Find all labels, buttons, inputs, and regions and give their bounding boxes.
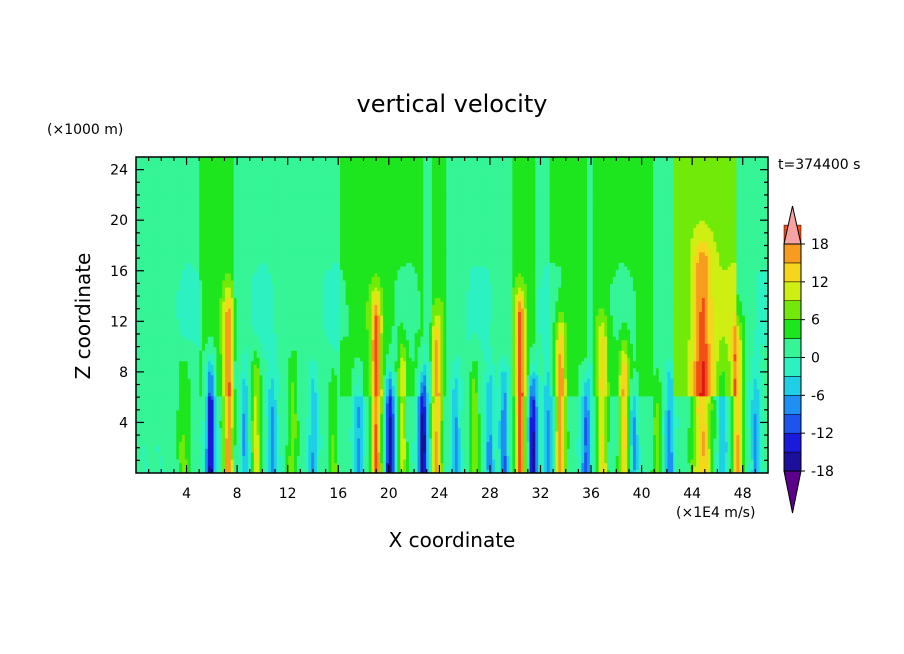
x-axis-label: X coordinate	[389, 528, 516, 552]
y-axis-label: Z coordinate	[71, 253, 95, 380]
velocity-field	[136, 157, 769, 474]
chart-title: vertical velocity	[357, 90, 548, 118]
time-label: t=374400 s	[778, 157, 860, 173]
colorbar-unit-label: (×1E4 m/s)	[676, 505, 755, 521]
y-unit-label: (×1000 m)	[47, 122, 123, 138]
